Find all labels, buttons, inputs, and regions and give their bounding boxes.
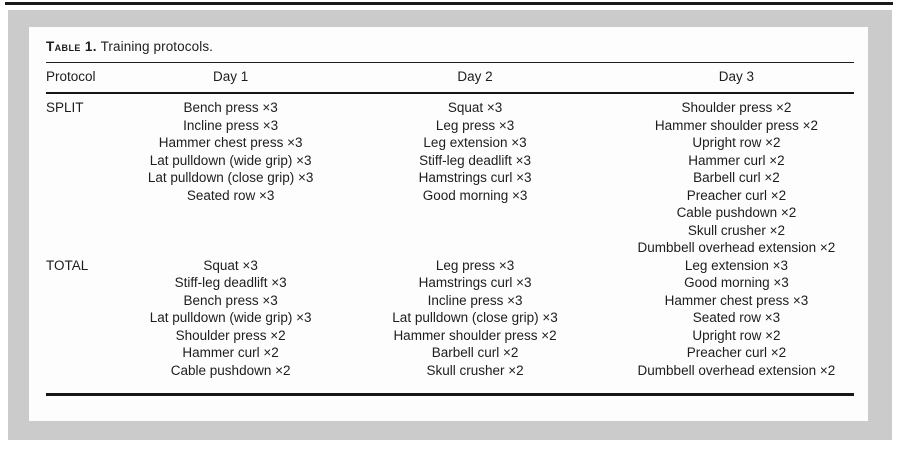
table-row: TOTAL Squat ×3 Leg press ×3 Leg extension ×… [46, 257, 854, 275]
table-row: Seated row ×3 Good morning ×3 Preacher cur… [46, 187, 854, 205]
day2-exercise-cell: Leg extension ×3 [423, 135, 527, 150]
table-row: Stiff-leg deadlift ×3 Hamstrings curl ×3 G… [46, 274, 854, 292]
day2-exercise-cell: Stiff-leg deadlift ×3 [419, 152, 532, 168]
protocol-label-cell [46, 152, 130, 170]
protocol-label-cell [46, 362, 130, 395]
protocol-label-cell [46, 169, 130, 187]
table-row: Lat pulldown (wide grip) ×3 Stiff-leg dea… [46, 152, 854, 170]
day3-exercise-cell: Skull crusher ×2 [687, 222, 786, 238]
training-protocols-table: Protocol Day 1 Day 2 Day 3 SPLIT Bench pr… [46, 62, 854, 396]
day1-exercise-cell: Lat pulldown (wide grip) ×3 [149, 152, 312, 168]
day1-exercise-cell: Lat pulldown (wide grip) ×3 [149, 310, 312, 325]
day1-exercise-cell [130, 222, 331, 240]
table-title-text: Training protocols. [100, 39, 214, 54]
day3-exercise-cell: Hammer curl ×2 [688, 152, 785, 168]
table-row: Shoulder press ×2 Hammer shoulder press ×… [46, 327, 854, 345]
table-row: Cable pushdown ×2 [46, 204, 854, 222]
day2-exercise-cell: Hamstrings curl ×3 [418, 170, 532, 185]
day3-exercise-cell: Cable pushdown ×2 [676, 205, 797, 220]
day3-exercise-cell: Preacher curl ×2 [686, 187, 787, 203]
day1-exercise-cell: Stiff-leg deadlift ×3 [174, 275, 287, 290]
day2-exercise-cell: Lat pulldown (close grip) ×3 [392, 310, 558, 325]
table-gray-panel: Table 1. Training protocols. Protocol Da… [8, 10, 892, 440]
table-body: SPLIT Bench press ×3 Squat ×3 Shoulder pres… [46, 93, 854, 395]
protocol-label-cell [46, 204, 130, 222]
protocol-label-cell [46, 292, 130, 310]
day2-exercise-cell: Leg press ×3 [435, 117, 515, 133]
day1-exercise-cell: Incline press ×3 [183, 117, 279, 133]
day3-exercise-cell: Good morning ×3 [684, 275, 789, 290]
day3-exercise-cell: Seated row ×3 [692, 310, 781, 325]
day2-exercise-cell [331, 204, 619, 222]
day2-exercise-cell: Leg press ×3 [435, 257, 515, 273]
day1-exercise-cell: Bench press ×3 [183, 292, 278, 308]
header-row: Protocol Day 1 Day 2 Day 3 [46, 62, 854, 94]
day1-exercise-cell: Squat ×3 [203, 257, 258, 273]
table-row: Lat pulldown (wide grip) ×3 Lat pulldown … [46, 309, 854, 327]
day2-exercise-cell: Hammer shoulder press ×2 [393, 327, 557, 343]
table-row: Incline press ×3 Leg press ×3 Hammer shoul… [46, 117, 854, 135]
table-card: Table 1. Training protocols. Protocol Da… [29, 27, 868, 421]
day2-exercise-cell [331, 222, 619, 240]
table-row: Hammer chest press ×3 Leg extension ×3 Upr… [46, 134, 854, 152]
table-number-label: Table 1. [46, 39, 97, 54]
table-row: SPLIT Bench press ×3 Squat ×3 Shoulder pres… [46, 93, 854, 117]
protocol-label-cell: SPLIT [46, 100, 84, 115]
table-row: Cable pushdown ×2 Skull crusher ×2 Dumbbel… [46, 362, 854, 395]
protocol-label-cell [46, 134, 130, 152]
day1-exercise-cell: Seated row ×3 [186, 187, 275, 203]
day1-exercise-cell [130, 239, 331, 257]
day2-exercise-cell: Barbell curl ×2 [431, 345, 519, 360]
table-row: Bench press ×3 Incline press ×3 Hammer che… [46, 292, 854, 310]
day3-exercise-cell: Leg extension ×3 [684, 257, 789, 273]
protocol-label-cell: TOTAL [46, 257, 89, 273]
day3-exercise-cell: Shoulder press ×2 [681, 100, 792, 115]
day3-exercise-cell: Preacher curl ×2 [686, 345, 787, 360]
table-row: Dumbbell overhead extension ×2 [46, 239, 854, 257]
table-row: Hammer curl ×2 Barbell curl ×2 Preacher cu… [46, 344, 854, 362]
page-top-rule [5, 2, 893, 5]
day2-exercise-cell [331, 239, 619, 257]
column-header-protocol: Protocol [46, 62, 131, 94]
table-caption: Table 1. Training protocols. [46, 39, 854, 55]
day3-exercise-cell: Upright row ×2 [692, 327, 781, 343]
protocol-label-cell [46, 187, 130, 205]
day3-exercise-cell: Barbell curl ×2 [693, 170, 780, 185]
column-header-day1: Day 1 [130, 62, 332, 94]
day1-exercise-cell: Hammer chest press ×3 [158, 135, 303, 150]
protocol-label-cell [46, 309, 130, 327]
day1-exercise-cell [130, 204, 331, 222]
protocol-label-cell [46, 344, 130, 362]
day3-exercise-cell: Upright row ×2 [692, 135, 781, 150]
column-header-day3: Day 3 [618, 62, 854, 94]
table-row: Lat pulldown (close grip) ×3 Hamstrings c… [46, 169, 854, 187]
day1-exercise-cell: Cable pushdown ×2 [170, 362, 291, 378]
day2-exercise-cell: Skull crusher ×2 [426, 362, 524, 378]
day1-exercise-cell: Shoulder press ×2 [175, 327, 286, 343]
day1-exercise-cell: Hammer curl ×2 [182, 345, 279, 360]
day1-exercise-cell: Bench press ×3 [183, 100, 278, 115]
day2-exercise-cell: Incline press ×3 [427, 292, 523, 308]
protocol-label-cell [46, 222, 130, 240]
protocol-label-cell [46, 239, 130, 257]
column-header-day2: Day 2 [331, 62, 619, 94]
day3-exercise-cell: Dumbbell overhead extension ×2 [637, 362, 836, 378]
protocol-label-cell [46, 117, 130, 135]
day2-exercise-cell: Squat ×3 [447, 100, 503, 115]
day2-exercise-cell: Hamstrings curl ×3 [418, 275, 532, 290]
protocol-label-cell [46, 274, 130, 292]
table-row: Skull crusher ×2 [46, 222, 854, 240]
day3-exercise-cell: Hammer shoulder press ×2 [654, 117, 819, 133]
day3-exercise-cell: Hammer chest press ×3 [664, 292, 809, 308]
day2-exercise-cell: Good morning ×3 [422, 187, 528, 203]
day3-exercise-cell: Dumbbell overhead extension ×2 [637, 240, 836, 255]
day1-exercise-cell: Lat pulldown (close grip) ×3 [147, 170, 314, 185]
protocol-label-cell [46, 327, 130, 345]
